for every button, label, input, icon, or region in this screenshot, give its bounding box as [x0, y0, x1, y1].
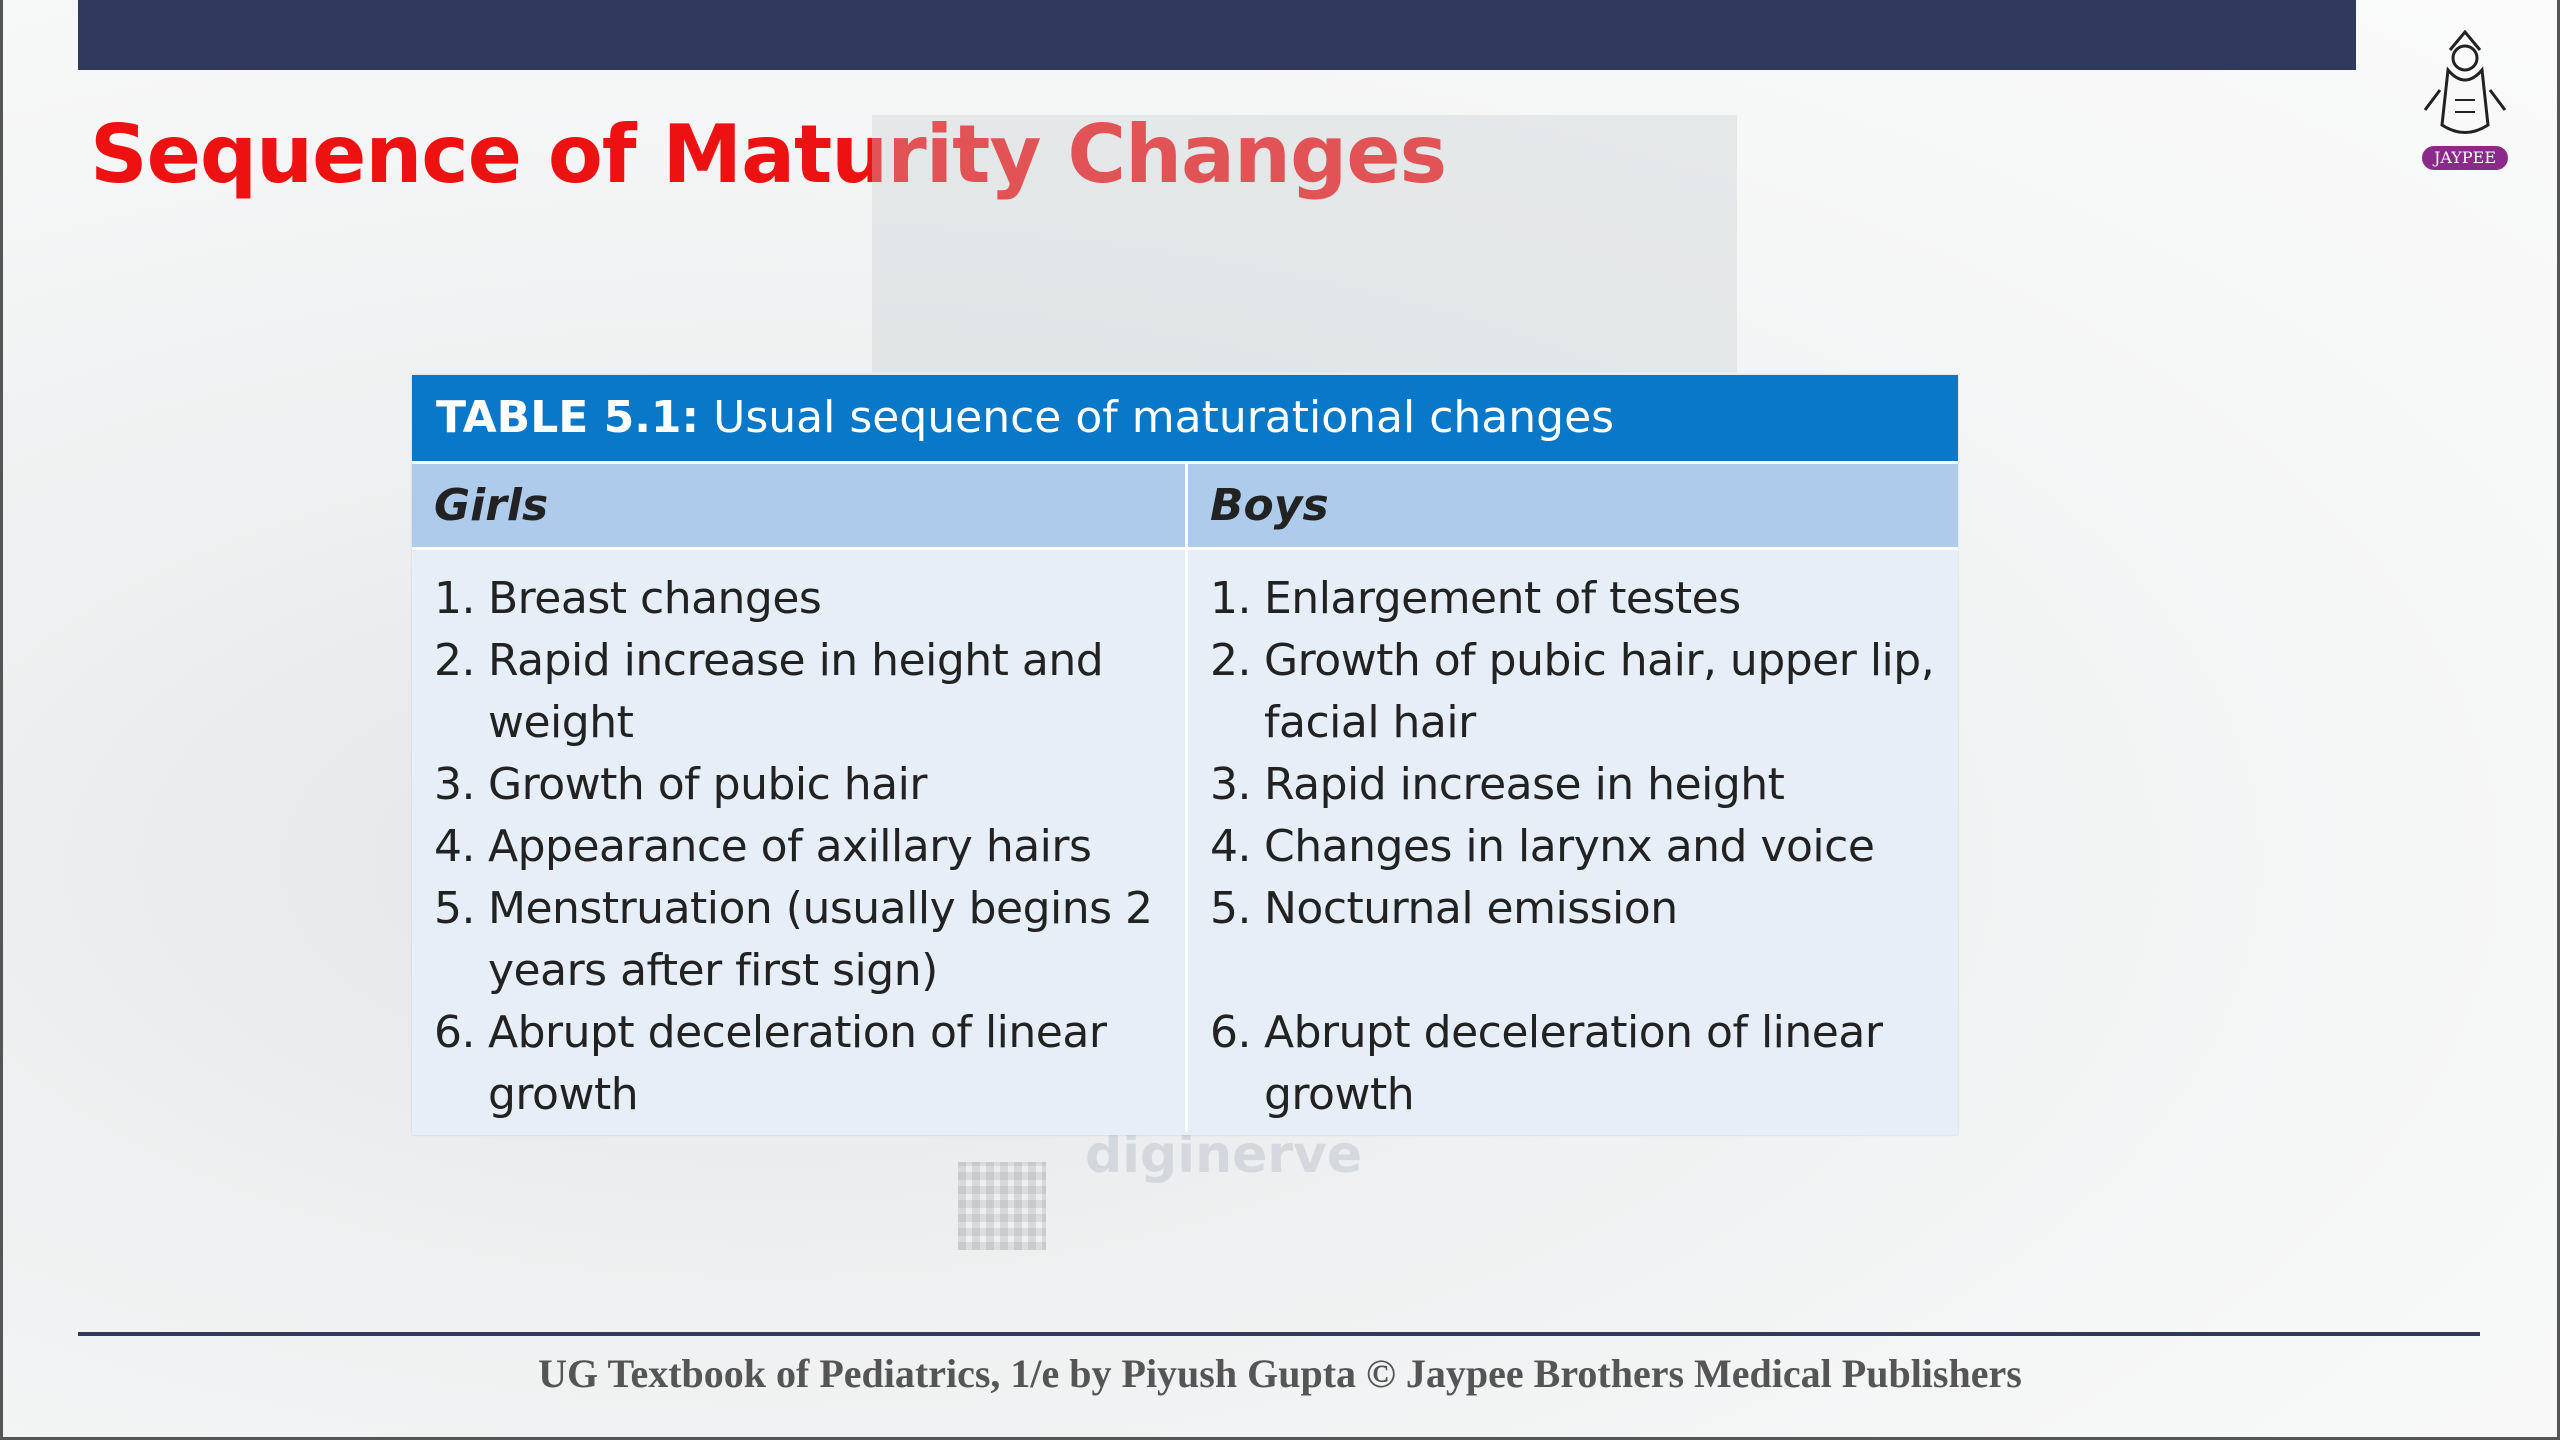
watermark-logo: diginerve — [1085, 1125, 1363, 1185]
watermark-background — [872, 115, 1737, 373]
item-text: Rapid increase in height — [1264, 759, 1785, 810]
jaypee-logo: JAYPEE — [2410, 29, 2520, 180]
footer-divider — [78, 1332, 2480, 1336]
list-item: 6. Abrupt deceleration of linear growth — [434, 1002, 1175, 1126]
item-number: 1. — [1210, 573, 1251, 624]
frame-bottom-border — [0, 1437, 2560, 1440]
mascot-icon — [2423, 29, 2507, 134]
item-text: Growth of pubic hair — [488, 759, 927, 810]
list-item: 2. Rapid increase in height and weight — [434, 630, 1175, 754]
girls-column-header: Girls — [412, 461, 1185, 547]
item-number: 5. — [434, 883, 475, 934]
item-number: 6. — [1210, 1007, 1251, 1058]
footer-credit: UG Textbook of Pediatrics, 1/e by Piyush… — [538, 1351, 2022, 1396]
list-item: 6. Abrupt deceleration of linear growth — [1210, 1002, 1948, 1126]
item-text: Breast changes — [488, 573, 822, 624]
item-number: 3. — [1210, 759, 1251, 810]
item-number: 4. — [434, 821, 475, 872]
list-item: 1. Breast changes — [434, 568, 1175, 630]
frame-right-border — [2557, 0, 2560, 1440]
logo-badge: JAYPEE — [2422, 146, 2508, 170]
item-text: Nocturnal emission — [1264, 883, 1678, 934]
boys-list: 1. Enlargement of testes 2. Growth of pubi… — [1185, 547, 1958, 1132]
list-item: 4. Appearance of axillary hairs — [434, 816, 1175, 878]
item-number: 5. — [1210, 883, 1251, 934]
list-item: 5. Menstruation (usually begins 2 years a… — [434, 878, 1175, 1002]
top-bar — [78, 0, 2356, 70]
list-item: 3. Rapid increase in height — [1210, 754, 1948, 816]
list-item: 2. Growth of pubic hair, upper lip, facia… — [1210, 630, 1948, 754]
table-caption: TABLE 5.1: Usual sequence of maturationa… — [412, 375, 1958, 461]
item-text: Menstruation (usually begins 2 years aft… — [488, 883, 1153, 996]
item-text: Abrupt deceleration of linear growth — [1264, 1007, 1883, 1120]
item-text: Growth of pubic hair, upper lip, facial … — [1264, 635, 1935, 748]
item-text: Enlargement of testes — [1264, 573, 1741, 624]
table-caption-label: TABLE 5.1: — [436, 392, 700, 443]
slide-title: Sequence of Maturity Changes — [90, 108, 1447, 201]
list-item: 5. Nocturnal emission — [1210, 878, 1948, 940]
item-number: 6. — [434, 1007, 475, 1058]
item-text: Appearance of axillary hairs — [488, 821, 1092, 872]
item-text: Rapid increase in height and weight — [488, 635, 1104, 748]
list-item: 1. Enlargement of testes — [1210, 568, 1948, 630]
item-number: 2. — [1210, 635, 1251, 686]
item-text: Changes in larynx and voice — [1264, 821, 1875, 872]
item-number: 1. — [434, 573, 475, 624]
boys-column-header: Boys — [1185, 461, 1958, 547]
table-caption-text: Usual sequence of maturational changes — [713, 392, 1615, 443]
girls-list: 1. Breast changes 2. Rapid increase in hei… — [412, 547, 1185, 1132]
list-item: 3. Growth of pubic hair — [434, 754, 1175, 816]
list-item: 4. Changes in larynx and voice — [1210, 816, 1948, 878]
item-number: 2. — [434, 635, 475, 686]
table-header-row: Girls Boys — [412, 461, 1958, 547]
item-number: 4. — [1210, 821, 1251, 872]
maturity-table: TABLE 5.1: Usual sequence of maturationa… — [412, 375, 1958, 1135]
item-number: 3. — [434, 759, 475, 810]
watermark-qr-icon — [958, 1162, 1046, 1250]
table-body-row: 1. Breast changes 2. Rapid increase in hei… — [412, 547, 1958, 1132]
frame-left-border — [0, 0, 3, 1440]
item-text: Abrupt deceleration of linear growth — [488, 1007, 1107, 1120]
